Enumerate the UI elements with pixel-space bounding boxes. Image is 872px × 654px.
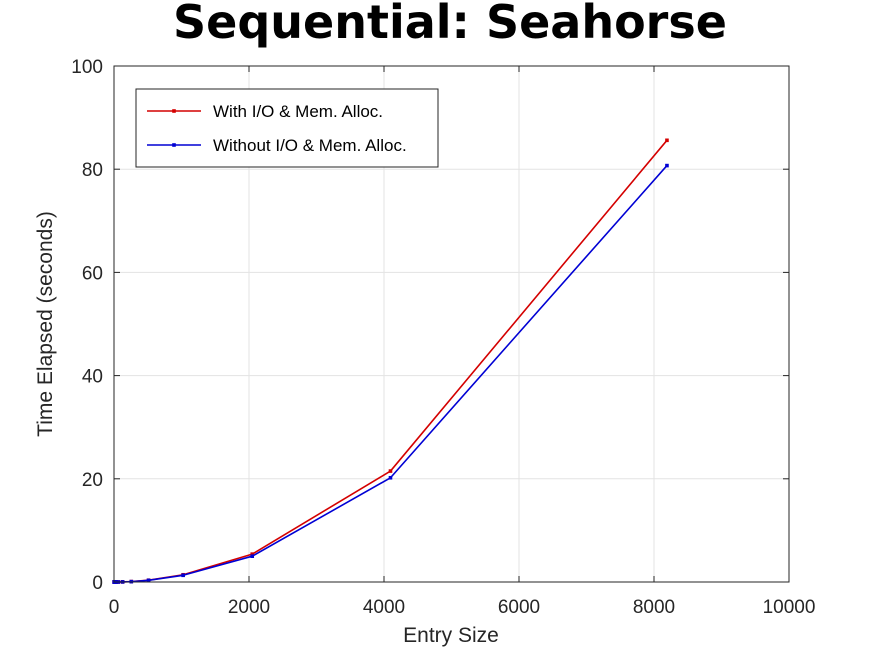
x-tick-label: 6000 xyxy=(498,597,540,618)
y-tick-label: 40 xyxy=(82,367,103,388)
y-tick-label: 60 xyxy=(82,263,103,284)
axis-ticks: 0 2000 4000 6000 8000 10000 0 20 40 60 80 100 xyxy=(71,57,815,618)
y-tick-label: 0 xyxy=(92,573,103,594)
y-tick-label: 20 xyxy=(82,470,103,491)
x-tick-label: 10000 xyxy=(763,597,816,618)
legend-marker-2 xyxy=(172,143,176,147)
y-axis-label: Time Elapsed (seconds) xyxy=(34,211,57,437)
legend-box xyxy=(135,88,439,168)
series-2-point xyxy=(181,573,185,578)
chart-title: Sequential: Seahorse xyxy=(173,0,727,49)
x-tick-label: 2000 xyxy=(228,597,270,618)
series-1-point xyxy=(250,552,255,556)
legend-label-1: With I/O & Mem. Alloc. xyxy=(213,102,383,121)
series-2-point xyxy=(250,554,255,558)
series-2-point xyxy=(388,475,393,480)
legend: With I/O & Mem. Alloc. Without I/O & Mem.… xyxy=(135,88,439,168)
plot-frame xyxy=(113,65,790,583)
y-tick-label: 100 xyxy=(71,57,103,78)
x-tick-label: 4000 xyxy=(363,597,405,618)
series-1-point xyxy=(388,469,393,473)
series-2-point xyxy=(146,578,151,583)
series-1-point xyxy=(665,138,669,143)
x-tick-label: 0 xyxy=(109,597,120,618)
series-2-point xyxy=(665,163,669,168)
legend-marker-1 xyxy=(172,109,176,113)
x-tick-label: 8000 xyxy=(633,597,675,618)
legend-label-2: Without I/O & Mem. Alloc. xyxy=(213,136,407,155)
x-axis-label: Entry Size xyxy=(403,624,499,647)
y-tick-label: 80 xyxy=(82,160,103,181)
